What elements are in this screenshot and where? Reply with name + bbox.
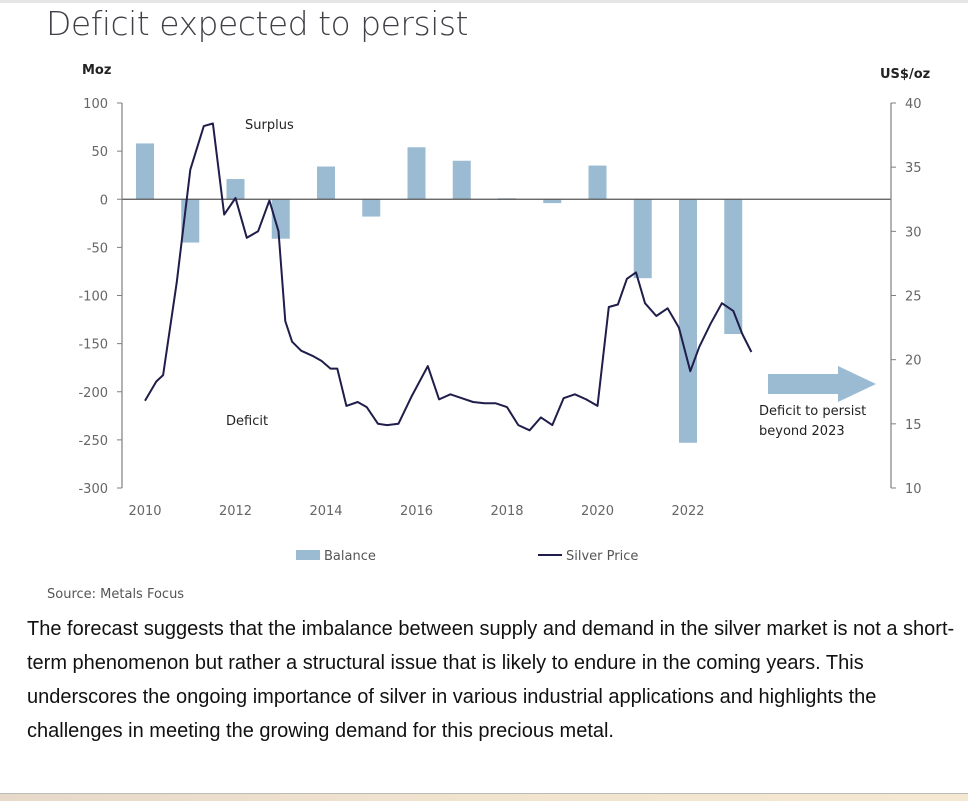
body-paragraph: The forecast suggests that the imbalance…: [27, 618, 955, 742]
right-tick-label: 10: [905, 482, 922, 497]
balance-bar-2020: [588, 165, 607, 200]
balance-bar-2022: [679, 199, 697, 443]
right-axis-ticks: 40 35 30 25 20 15 10: [891, 97, 922, 497]
balance-bar-2017: [452, 160, 471, 200]
arrow-text-line1: Deficit to persist: [759, 404, 866, 419]
balance-bar-2013: [271, 199, 290, 239]
balance-bar-2019: [543, 199, 562, 204]
left-tick-label: -50: [87, 241, 108, 256]
chart-title: Deficit expected to persist: [46, 4, 469, 43]
legend-balance-label: Balance: [324, 549, 376, 564]
window-top-border: [0, 0, 968, 3]
arrow-text-line2: beyond 2023: [759, 424, 845, 439]
source-note: Source: Metals Focus: [47, 587, 185, 602]
x-tick-label: 2012: [219, 504, 252, 519]
balance-bar-2016: [407, 147, 426, 200]
x-tick-label: 2020: [581, 504, 614, 519]
right-tick-label: 25: [905, 290, 922, 305]
x-tick-label: 2022: [671, 504, 704, 519]
right-tick-label: 30: [905, 225, 922, 240]
forecast-arrow-icon: [768, 366, 876, 402]
annotation-surplus: Surplus: [245, 118, 294, 133]
x-tick-label: 2010: [128, 504, 161, 519]
x-axis-ticks: 2010 2012 2014 2016 2018 2020 2022: [128, 504, 704, 519]
balance-bar-2015: [362, 199, 381, 217]
legend: Balance Silver Price: [296, 549, 638, 564]
right-tick-label: 15: [905, 418, 922, 433]
annotation-deficit: Deficit: [226, 414, 268, 429]
legend-price-label: Silver Price: [566, 549, 638, 564]
balance-bar-2010: [136, 143, 154, 200]
left-tick-label: 100: [83, 97, 108, 112]
balance-bar-2014: [317, 166, 335, 200]
left-tick-label: -150: [78, 338, 108, 353]
balance-bar-2021: [633, 199, 652, 279]
silver-price-line: [144, 122, 753, 432]
left-axis-label: Moz: [82, 63, 111, 78]
x-tick-label: 2018: [490, 504, 523, 519]
taskbar-edge: [0, 793, 968, 801]
chart-svg: 100 50 0 -50 -100 -150 -200 -250 -300 40 35 30 25 20…: [78, 63, 930, 564]
x-tick-label: 2016: [400, 504, 433, 519]
right-tick-label: 40: [905, 97, 922, 112]
x-tick-label: 2014: [309, 504, 342, 519]
balance-bar-2023: [724, 199, 743, 334]
balance-bar-2012: [226, 179, 245, 200]
left-tick-label: 50: [91, 145, 108, 160]
left-tick-label: 0: [100, 193, 108, 208]
right-axis-label: US$/oz: [880, 67, 930, 82]
left-tick-label: -250: [78, 434, 108, 449]
left-tick-label: -100: [78, 290, 108, 305]
left-axis-ticks: 100 50 0 -50 -100 -150 -200 -250 -300: [78, 97, 122, 497]
legend-balance-swatch: [296, 550, 320, 560]
right-tick-label: 35: [905, 161, 922, 176]
balance-bars: [136, 143, 743, 443]
left-tick-label: -200: [78, 386, 108, 401]
right-tick-label: 20: [905, 354, 922, 369]
left-tick-label: -300: [78, 482, 108, 497]
